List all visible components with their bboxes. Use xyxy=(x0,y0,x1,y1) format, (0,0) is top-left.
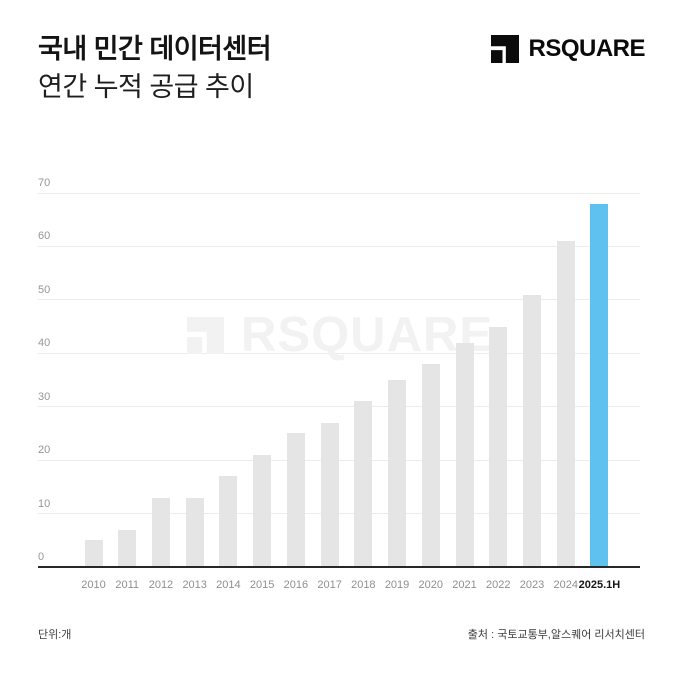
bar-2015 xyxy=(253,454,272,567)
bar-2014 xyxy=(219,476,238,567)
x-axis-label-2020: 2020 xyxy=(418,579,444,591)
x-axis-label-2011: 2011 xyxy=(115,579,140,591)
x-axis-label-2017: 2017 xyxy=(317,579,342,591)
bar-2025.1H xyxy=(590,203,609,567)
bar-2023 xyxy=(522,294,541,567)
gridline-50 xyxy=(38,299,640,301)
x-axis-label-2014: 2014 xyxy=(216,579,241,591)
bar-2012 xyxy=(151,497,170,567)
x-axis-label-2012: 2012 xyxy=(148,579,174,591)
bar-2024 xyxy=(556,241,575,567)
y-axis-tick-20: 20 xyxy=(38,444,51,457)
gridline-70 xyxy=(38,192,640,194)
gridline-60 xyxy=(38,245,640,247)
unit-note: 단위:개 xyxy=(38,629,72,641)
title-line-2: 연간 누적 공급 추이 xyxy=(38,72,254,102)
bar-2016 xyxy=(286,433,305,567)
x-axis-label-2015: 2015 xyxy=(249,579,275,591)
gridline-20 xyxy=(38,459,640,461)
source-note: 출처 : 국토교통부,알스퀘어 리서치센터 xyxy=(467,629,645,641)
bar-2020 xyxy=(421,363,440,567)
bar-2013 xyxy=(185,497,204,567)
x-axis-line xyxy=(38,566,640,568)
bar-2018 xyxy=(354,401,373,567)
y-axis-tick-50: 50 xyxy=(38,283,51,296)
title-line-1: 국내 민간 데이터센터 xyxy=(38,34,272,64)
y-axis-tick-30: 30 xyxy=(38,390,51,403)
x-axis-label-2022: 2022 xyxy=(486,579,511,591)
y-axis-tick-60: 60 xyxy=(38,230,51,243)
bar-2021 xyxy=(455,342,474,567)
y-axis-tick-10: 10 xyxy=(38,497,51,510)
bar-2010 xyxy=(84,540,103,567)
watermark-text: RSQUARE xyxy=(241,308,494,362)
x-axis-label-2013: 2013 xyxy=(182,579,207,591)
rsquare-watermark-mark-icon xyxy=(187,317,224,354)
y-axis-tick-40: 40 xyxy=(38,337,51,350)
x-axis-label-2019: 2019 xyxy=(384,579,410,591)
rsquare-logo: RSQUARE xyxy=(491,35,645,63)
x-axis-label-2021: 2021 xyxy=(452,579,477,591)
gridline-10 xyxy=(38,513,640,515)
bar-2022 xyxy=(489,326,508,567)
rsquare-logo-text: RSQUARE xyxy=(528,35,645,62)
watermark: RSQUARE xyxy=(187,311,493,360)
x-axis-label-2023: 2023 xyxy=(519,579,545,591)
gridline-40 xyxy=(38,352,640,354)
y-axis-tick-0: 0 xyxy=(38,551,45,563)
x-axis-label-2016: 2016 xyxy=(283,579,309,591)
page-title: 국내 민간 데이터센터 연간 누적 공급 추이 xyxy=(38,30,272,106)
x-axis-label-2010: 2010 xyxy=(81,579,106,591)
bar-2019 xyxy=(388,380,407,567)
x-axis-label-2024: 2024 xyxy=(553,579,578,591)
x-axis-label-2018: 2018 xyxy=(351,579,376,591)
bar-2017 xyxy=(320,422,339,567)
gridline-30 xyxy=(38,406,640,408)
x-axis-label-2025.1H: 2025.1H xyxy=(578,579,621,591)
bar-2011 xyxy=(118,529,137,567)
y-axis-tick-70: 70 xyxy=(38,177,51,189)
rsquare-logo-mark-icon xyxy=(491,35,520,63)
